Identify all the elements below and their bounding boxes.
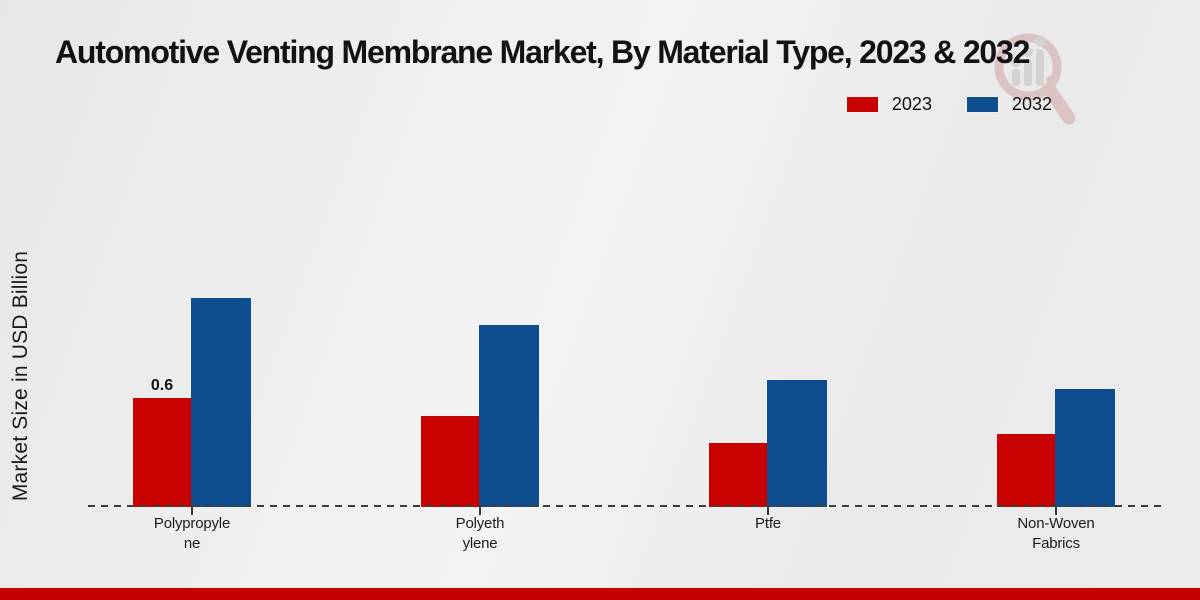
magnifier-bar-chart-logo-watermark [994, 33, 1076, 125]
chart-title: Automotive Venting Membrane Market, By M… [55, 34, 1030, 70]
bar-2023: 0.6 [133, 377, 191, 507]
bar-value-label: 0.6 [150, 377, 174, 394]
bar-group: 0.6 Polypropyle ne [48, 0, 336, 552]
y-axis-title: Market Size in USD Billion [9, 250, 32, 502]
footer-accent-bar [0, 588, 1200, 600]
bar-2032 [767, 380, 827, 507]
category-label: Ptfe [755, 515, 781, 532]
category-label: Non-Woven Fabrics [1017, 515, 1095, 552]
legend-label-2032: 2032 [1011, 94, 1052, 114]
x-axis-tick [479, 507, 481, 515]
legend-item-2023: 2023 [845, 94, 932, 115]
legend-swatch-2023 [845, 96, 879, 113]
bar-2032 [479, 325, 539, 507]
bar-group: Ptfe [624, 0, 912, 532]
legend: 2023 2032 [845, 94, 1052, 115]
bar-2032 [191, 298, 251, 507]
x-axis-baseline [88, 505, 1164, 507]
legend-item-2032: 2032 [965, 94, 1052, 115]
bar-pair [421, 325, 539, 507]
bar-2023 [997, 434, 1055, 507]
bar-2023 [709, 443, 767, 507]
legend-label-2023: 2023 [891, 94, 932, 114]
x-axis-tick [191, 507, 193, 515]
category-label: Polypropyle ne [153, 515, 231, 552]
bar-pair [709, 380, 827, 507]
bar-group: Non-Woven Fabrics [912, 0, 1200, 552]
x-axis-tick [1055, 507, 1057, 515]
bar-pair [997, 389, 1115, 507]
legend-swatch-2032 [965, 96, 999, 113]
plot-area: 0.6 Polypropyle ne Polyeth ylene Ptfe [48, 0, 1200, 552]
x-axis-tick [767, 507, 769, 515]
bar-2023 [421, 416, 479, 507]
bar-pair: 0.6 [133, 298, 251, 507]
bar-group: Polyeth ylene [336, 0, 624, 552]
category-label: Polyeth ylene [455, 515, 505, 552]
bar-2032 [1055, 389, 1115, 507]
